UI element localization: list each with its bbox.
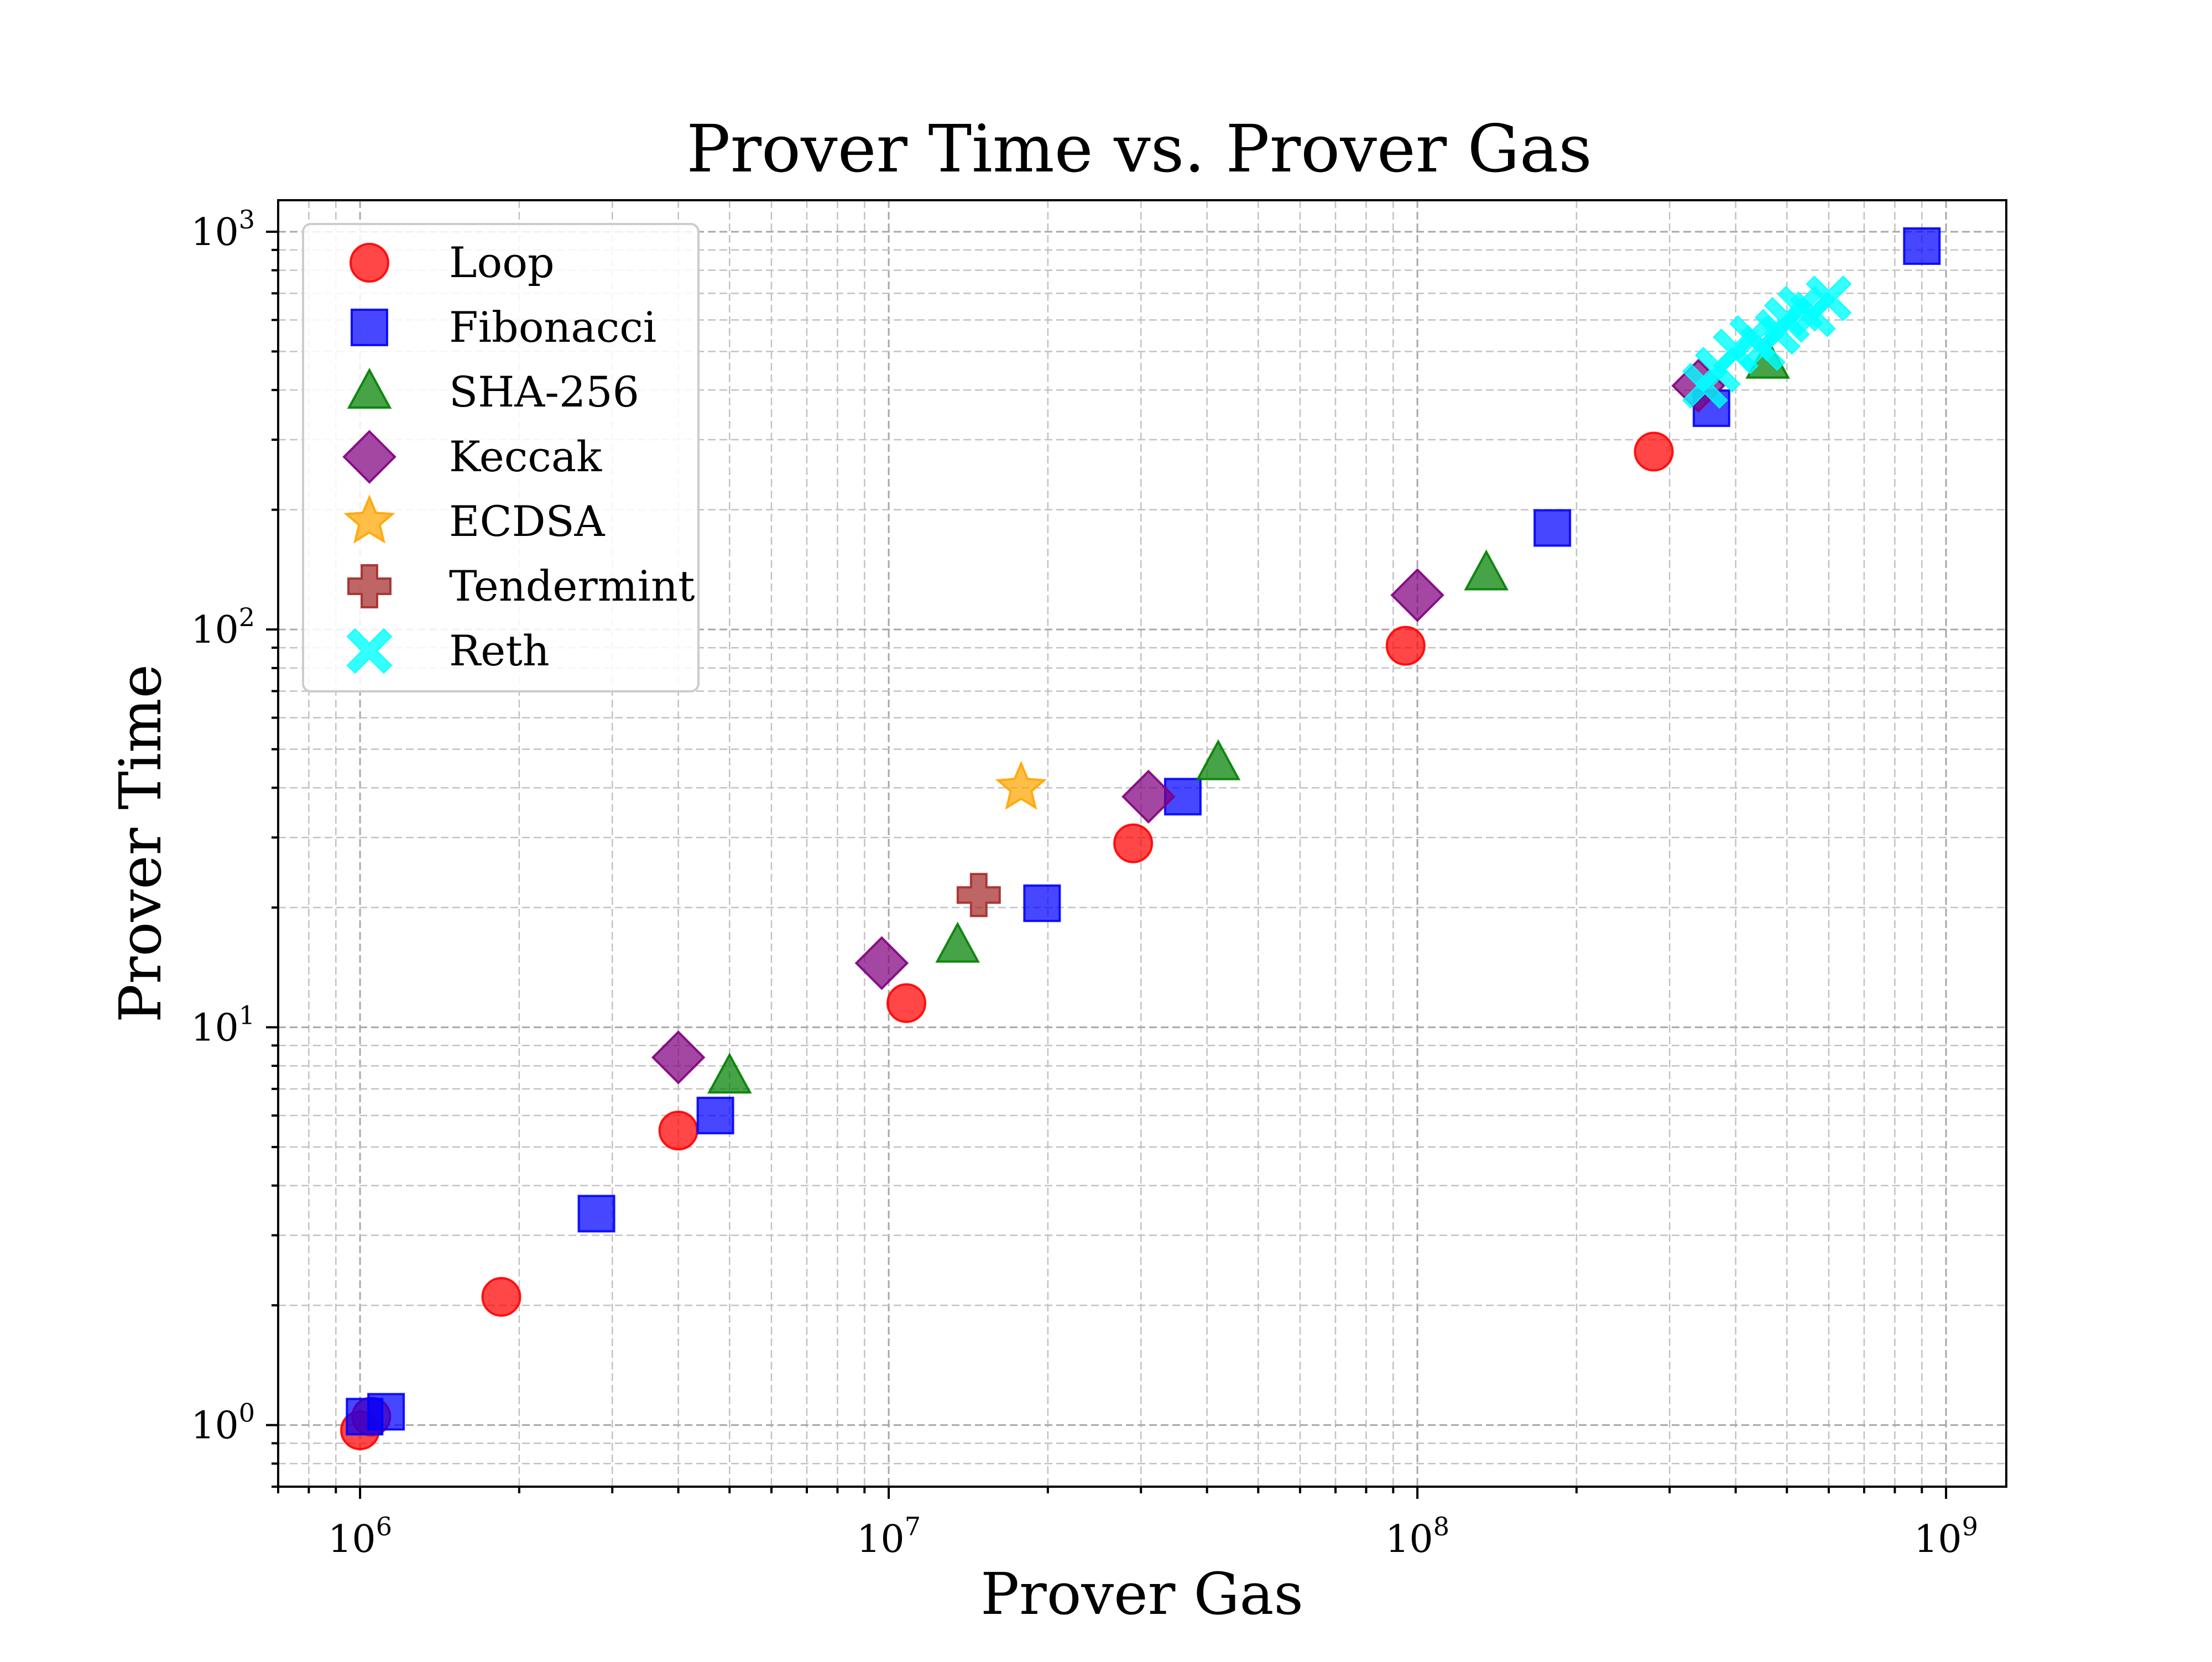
data-point	[886, 983, 927, 1023]
legend-label: ECDSA	[449, 497, 606, 546]
legend-marker	[351, 309, 388, 346]
legend-label: Keccak	[449, 432, 602, 481]
y-tick-exponent: 1	[239, 1000, 255, 1030]
legend-marker	[346, 628, 393, 674]
series-tendermint	[956, 873, 1001, 918]
legend-box	[302, 223, 700, 692]
data-point	[707, 1053, 752, 1094]
y-tick-label: 103	[191, 205, 255, 254]
x-tick-exponent: 9	[1962, 1512, 1978, 1541]
y-tick-label: 102	[191, 602, 255, 652]
data-point	[696, 1096, 734, 1134]
data-point	[651, 1030, 706, 1085]
data-point	[854, 936, 909, 991]
data-point	[956, 873, 1001, 918]
legend-marker	[347, 564, 392, 608]
x-tick-base: 10	[328, 1518, 376, 1561]
legend: Loop Fibonacci SHA-256 Keccak ECDSA Tendermin…	[302, 223, 700, 692]
series-reth	[1682, 275, 1852, 409]
data-point	[1121, 769, 1176, 824]
series-fibonacci	[346, 227, 1941, 1436]
x-tick-exponent: 6	[376, 1512, 392, 1541]
legend-item: Tendermint	[347, 561, 695, 611]
legend-label: Loop	[449, 238, 555, 287]
legend-label: SHA-256	[449, 367, 639, 416]
legend-item: Loop	[349, 238, 555, 287]
y-tick-base: 10	[191, 1006, 239, 1050]
data-point	[1464, 549, 1509, 591]
x-tick-base: 10	[1385, 1518, 1433, 1561]
y-tick-label: 100	[191, 1398, 255, 1448]
y-tick-exponent: 2	[239, 602, 255, 632]
data-point	[1533, 509, 1572, 547]
legend-item: Fibonacci	[351, 303, 656, 352]
data-point	[1634, 431, 1674, 472]
x-tick-exponent: 8	[1433, 1512, 1449, 1541]
y-tick-base: 10	[191, 211, 239, 254]
x-tick-label: 107	[857, 1512, 921, 1561]
legend-item: Reth	[346, 626, 550, 675]
legend-label: Tendermint	[449, 561, 695, 611]
chart-title: Prover Time vs. Prover Gas	[686, 111, 1592, 187]
y-tick-exponent: 0	[239, 1398, 255, 1428]
legend-label: Fibonacci	[449, 303, 656, 352]
data-point	[1385, 626, 1426, 666]
legend-item: Keccak	[342, 430, 602, 484]
legend-marker	[343, 494, 395, 544]
data-point	[658, 1111, 698, 1151]
series-ecdsa	[995, 760, 1047, 810]
legend-item: SHA-256	[347, 367, 639, 416]
x-tick-label: 106	[328, 1512, 392, 1561]
legend-label: Reth	[449, 626, 550, 675]
data-points	[340, 227, 1941, 1451]
legend-marker	[349, 243, 389, 283]
x-tick-label: 108	[1385, 1512, 1449, 1561]
data-point	[367, 1393, 405, 1431]
data-point	[1390, 568, 1444, 622]
y-axis-label: Prover Time	[107, 664, 174, 1023]
data-point	[577, 1195, 615, 1233]
plot-frame	[277, 199, 2007, 1488]
data-point	[935, 921, 980, 963]
x-tick-exponent: 7	[905, 1512, 921, 1541]
data-point	[1113, 823, 1154, 863]
data-point	[1023, 884, 1061, 923]
x-axis-label: Prover Gas	[980, 1560, 1303, 1628]
data-point	[1903, 227, 1941, 265]
y-tick-base: 10	[191, 608, 239, 652]
y-tick-label: 101	[191, 1000, 255, 1050]
data-point	[481, 1277, 521, 1317]
x-tick-base: 10	[1914, 1518, 1962, 1561]
data-point	[995, 760, 1047, 810]
data-point	[1196, 739, 1241, 780]
series-keccak	[651, 358, 1725, 1085]
series-sha-256	[707, 337, 1791, 1094]
x-tick-label: 109	[1914, 1512, 1978, 1561]
x-tick-base: 10	[857, 1518, 905, 1561]
legend-marker	[342, 430, 397, 484]
data-point	[1806, 275, 1852, 321]
legend-item: ECDSA	[343, 494, 606, 546]
legend-marker	[347, 367, 392, 409]
y-tick-base: 10	[191, 1404, 239, 1448]
y-tick-exponent: 3	[239, 205, 255, 235]
